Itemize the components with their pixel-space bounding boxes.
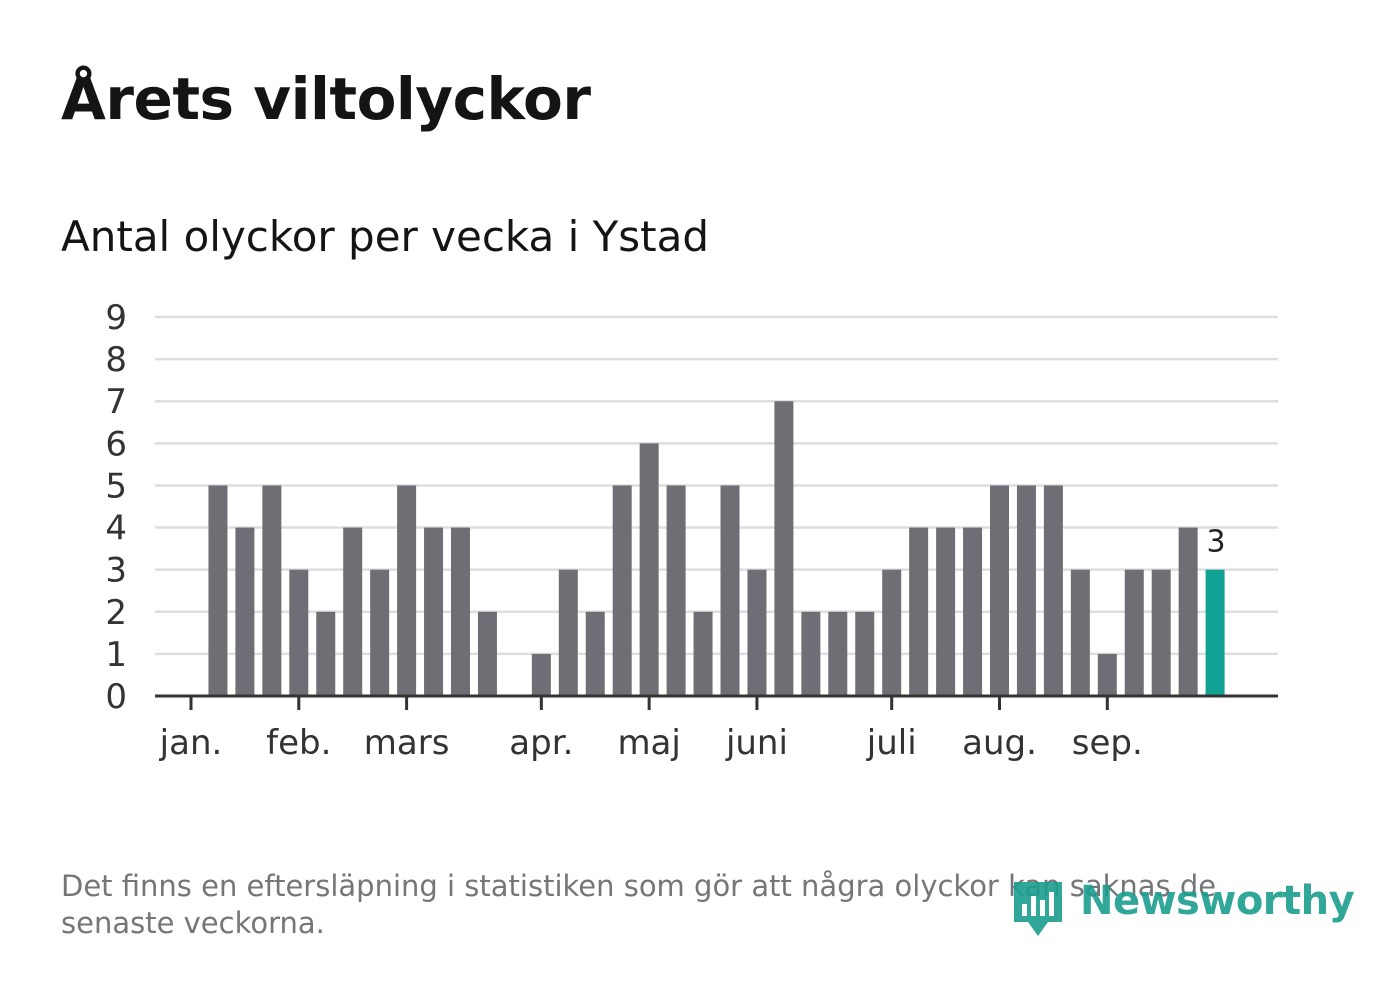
x-tick-label: juli xyxy=(866,723,917,763)
x-tick-label: sep. xyxy=(1072,723,1143,763)
bar xyxy=(397,485,417,696)
bar xyxy=(936,527,956,696)
bar xyxy=(909,527,929,696)
bar xyxy=(477,611,497,696)
bar xyxy=(828,611,848,696)
y-tick-label: 6 xyxy=(105,424,127,464)
x-tick-label: aug. xyxy=(962,723,1037,763)
bar xyxy=(1097,653,1117,696)
bar xyxy=(208,485,228,696)
bars xyxy=(208,401,1225,696)
bar xyxy=(990,485,1009,696)
y-tick-label: 1 xyxy=(105,635,127,675)
y-tick-label: 9 xyxy=(105,298,127,338)
x-tick-label: jan. xyxy=(159,723,223,763)
bar xyxy=(424,527,444,696)
bar xyxy=(855,611,875,696)
chart-title: Årets viltolyckor xyxy=(61,65,591,133)
newsworthy-logo: Newsworthy xyxy=(1010,876,1355,946)
x-tick-label: maj xyxy=(617,723,680,763)
bar xyxy=(720,485,740,696)
bar-highlighted xyxy=(1205,569,1225,696)
bar xyxy=(370,569,390,696)
x-tick-label: mars xyxy=(364,723,450,763)
bar xyxy=(747,569,767,696)
bar xyxy=(639,443,659,696)
highlight-value-label: 3 xyxy=(1207,525,1226,560)
chart-subtitle: Antal olyckor per vecka i Ystad xyxy=(61,212,710,261)
gridlines xyxy=(155,315,1278,656)
x-axis: jan. feb. mars apr. maj juni juli aug. sep. xyxy=(155,694,1278,763)
bar xyxy=(451,527,470,696)
y-tick-label: 3 xyxy=(105,551,127,591)
bar xyxy=(531,653,551,696)
bar xyxy=(882,569,902,696)
bar xyxy=(1124,569,1144,696)
bar xyxy=(801,611,821,696)
newsworthy-chart-icon xyxy=(1014,882,1062,936)
bar xyxy=(316,611,336,696)
y-tick-label: 2 xyxy=(105,593,127,633)
x-tick-label: apr. xyxy=(509,723,573,763)
x-tick-label: feb. xyxy=(266,723,331,763)
bar xyxy=(262,485,282,696)
bar xyxy=(1016,485,1036,696)
bar xyxy=(343,527,363,696)
bar xyxy=(289,569,309,696)
bar xyxy=(585,611,605,696)
y-tick-label: 8 xyxy=(105,340,127,380)
x-tick-label: juni xyxy=(725,723,788,763)
bar xyxy=(558,569,578,696)
bar xyxy=(1151,569,1171,696)
y-tick-label: 7 xyxy=(105,382,127,422)
bar xyxy=(963,527,983,696)
data-labels: 3 xyxy=(1207,525,1226,560)
bar xyxy=(1070,569,1090,696)
bar xyxy=(774,401,794,696)
bar xyxy=(666,485,686,696)
y-tick-label: 4 xyxy=(105,509,127,549)
bar xyxy=(612,485,632,696)
bar xyxy=(235,527,255,696)
bar xyxy=(693,611,713,696)
bar xyxy=(1178,527,1198,696)
y-tick-label: 0 xyxy=(105,677,127,717)
y-tick-label: 5 xyxy=(105,466,127,506)
bar xyxy=(1043,485,1063,696)
logo-text: Newsworthy xyxy=(1080,878,1355,924)
